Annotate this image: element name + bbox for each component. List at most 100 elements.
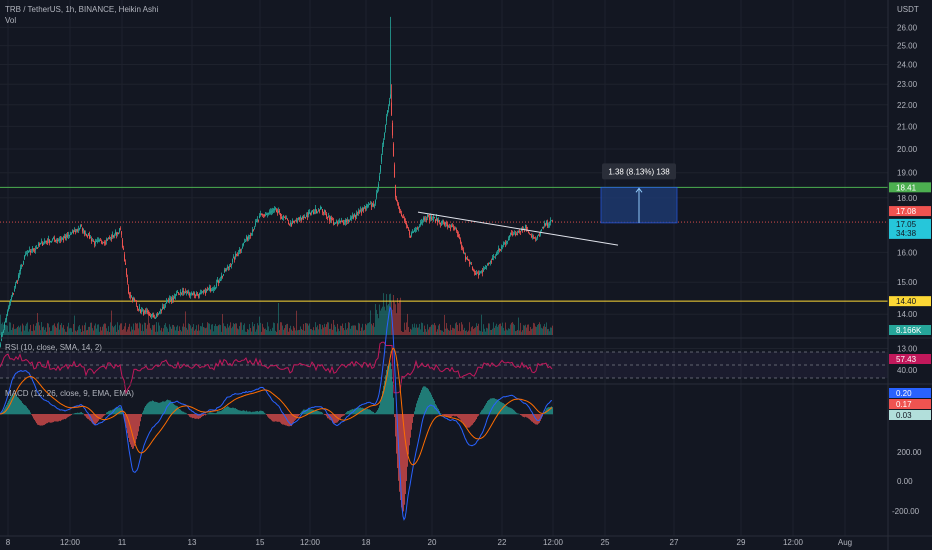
- candle-body: [190, 294, 191, 296]
- macd-histogram-bar: [284, 414, 285, 425]
- candle-body: [73, 231, 74, 233]
- volume-bar: [275, 330, 276, 335]
- macd-histogram-bar: [416, 403, 417, 415]
- candle-body: [386, 116, 387, 122]
- volume-bar: [364, 329, 365, 335]
- volume-bar: [264, 329, 265, 335]
- candle-body: [161, 309, 162, 311]
- macd-histogram-bar: [181, 410, 182, 415]
- macd-histogram-bar: [184, 412, 185, 415]
- candle-body: [266, 214, 267, 215]
- candle-body: [383, 141, 384, 145]
- macd-histogram-bar: [269, 414, 270, 419]
- candle-body: [330, 217, 331, 220]
- macd-histogram-bar: [423, 386, 424, 415]
- volume-bar: [271, 330, 272, 335]
- volume-bar: [432, 324, 433, 335]
- macd-histogram-bar: [253, 411, 254, 415]
- candle-body: [81, 225, 82, 227]
- macd-histogram-bar: [476, 414, 477, 420]
- macd-histogram-bar: [192, 414, 193, 419]
- candle-body: [385, 124, 386, 130]
- macd-histogram-bar: [395, 414, 396, 437]
- volume-bar: [437, 329, 438, 335]
- volume-bar: [421, 322, 422, 335]
- macd-histogram-bar: [280, 414, 281, 423]
- macd-histogram-bar: [173, 403, 174, 415]
- candle-body: [30, 250, 31, 253]
- volume-bar: [385, 310, 386, 335]
- candle-body: [228, 266, 229, 268]
- candle-body: [331, 218, 332, 220]
- macd-histogram-bar: [517, 413, 518, 415]
- volume-bar: [147, 324, 148, 335]
- volume-bar: [536, 326, 537, 335]
- volume-bar: [23, 325, 24, 335]
- volume-bar: [502, 322, 503, 335]
- volume-bar: [334, 324, 335, 335]
- volume-bar: [539, 322, 540, 335]
- macd-histogram-bar: [492, 398, 493, 415]
- candle-body: [244, 242, 245, 243]
- volume-bar: [253, 326, 254, 335]
- macd-histogram-bar: [178, 407, 179, 415]
- macd-histogram-bar: [296, 414, 297, 419]
- macd-histogram-bar: [345, 413, 346, 415]
- candle-body: [6, 317, 7, 320]
- macd-histogram-bar: [334, 414, 335, 424]
- macd-histogram-bar: [441, 413, 442, 415]
- volume-bar: [193, 324, 194, 335]
- candle-body: [59, 239, 60, 241]
- candle-body: [545, 224, 546, 226]
- macd-histogram-bar: [481, 410, 482, 415]
- candle-body: [152, 314, 153, 315]
- candle-body: [188, 291, 189, 293]
- candle-body: [420, 223, 421, 225]
- volume-bar: [291, 329, 292, 335]
- volume-bar: [179, 326, 180, 335]
- candle-body: [518, 230, 519, 233]
- macd-histogram-bar: [383, 385, 384, 415]
- volume-bar: [348, 322, 349, 335]
- volume-bar: [230, 322, 231, 335]
- volume-bar: [333, 319, 334, 335]
- volume-bar: [442, 330, 443, 335]
- candle-body: [172, 297, 173, 300]
- macd-histogram-bar: [9, 399, 10, 415]
- macd-histogram-bar: [218, 411, 219, 415]
- macd-histogram-bar: [318, 411, 319, 415]
- macd-histogram-bar: [242, 410, 243, 415]
- macd-histogram-bar: [202, 414, 203, 417]
- macd-histogram-bar: [61, 414, 62, 421]
- volume-bar: [529, 331, 530, 335]
- candle-body: [119, 228, 120, 232]
- volume-bar: [69, 328, 70, 335]
- candle-body: [227, 266, 228, 268]
- candle-body: [104, 242, 105, 244]
- volume-bar: [369, 322, 370, 335]
- macd-histogram-bar: [198, 414, 199, 420]
- volume-bar: [540, 324, 541, 335]
- candle-body: [325, 210, 326, 213]
- macd-histogram-bar: [524, 414, 525, 418]
- volume-bar: [118, 329, 119, 335]
- candle-body: [451, 225, 452, 228]
- macd-histogram-bar: [413, 414, 414, 417]
- macd-histogram-bar: [39, 414, 40, 426]
- volume-bar: [59, 329, 60, 335]
- last-price-tag-bg: [889, 218, 931, 239]
- volume-bar: [152, 324, 153, 335]
- candle-body: [453, 226, 454, 228]
- candle-body: [189, 293, 190, 296]
- candle-body: [323, 212, 324, 214]
- volume-bar: [148, 312, 149, 335]
- volume-bar: [60, 324, 61, 335]
- macd-histogram-bar: [50, 414, 51, 423]
- macd-histogram-bar: [243, 410, 244, 415]
- macd-histogram-bar: [56, 414, 57, 422]
- volume-bar: [248, 329, 249, 335]
- macd-histogram-bar: [310, 409, 311, 415]
- volume-bar: [481, 314, 482, 335]
- macd-histogram-bar: [459, 414, 460, 419]
